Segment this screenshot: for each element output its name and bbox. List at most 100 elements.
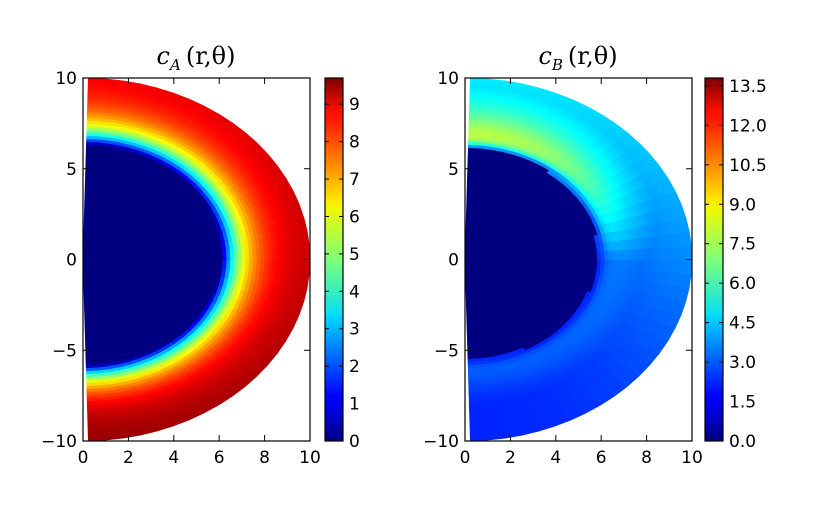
heatmap-cell	[146, 259, 152, 265]
y-tick-label: −10	[423, 432, 459, 452]
heatmap-cell	[180, 259, 186, 267]
x-tick-label: 10	[299, 448, 321, 468]
heatmap-plot-a	[83, 78, 310, 441]
heatmap-cell	[585, 251, 591, 260]
heatmap-cell	[124, 259, 129, 263]
colorbar-tick-label: 9.0	[729, 195, 756, 215]
chart-title-a: cA (r,θ)	[157, 42, 236, 74]
heatmap-cell	[139, 259, 144, 264]
heatmap-cell	[555, 259, 560, 266]
heatmap-cell	[83, 238, 87, 242]
heatmap-cell	[83, 225, 88, 230]
heatmap-cell	[502, 259, 507, 263]
heatmap-cell	[536, 259, 541, 265]
heatmap-cell	[120, 259, 125, 263]
heatmap-cell	[87, 78, 107, 83]
heatmap-cell	[465, 222, 470, 227]
heatmap-cell	[558, 253, 564, 260]
heatmap-cell	[192, 259, 197, 267]
colorbar-tick-label: 3.0	[729, 353, 756, 373]
chart-title-b: cB (r,θ)	[538, 42, 617, 74]
heatmap-cell	[547, 253, 553, 260]
heatmap-cell	[173, 259, 178, 266]
heatmap-cell	[169, 259, 175, 266]
colorbar-tick-label: 2	[349, 357, 360, 377]
heatmap-cell	[161, 254, 167, 260]
heatmap-cell	[521, 259, 526, 264]
heatmap-cell	[566, 259, 572, 267]
heatmap-cell	[83, 222, 88, 227]
heatmap-cell	[188, 252, 194, 260]
heatmap-cell	[525, 255, 530, 260]
heatmap-cell	[116, 259, 122, 263]
heatmap-cell	[131, 259, 137, 264]
heatmap-cell	[540, 259, 545, 265]
x-tick-label: 6	[596, 448, 607, 468]
heatmap-cell	[195, 251, 201, 260]
heatmap-cell	[536, 254, 541, 260]
heatmap-cell	[540, 254, 545, 260]
x-tick-label: 4	[168, 448, 179, 468]
heatmap-cell	[135, 255, 141, 260]
x-tick-label: 6	[214, 448, 225, 468]
heatmap-cell	[528, 259, 534, 265]
x-tick-label: 10	[681, 448, 703, 468]
heatmap-cell	[687, 245, 692, 260]
heatmap-cell	[184, 259, 190, 267]
heatmap-cell	[513, 259, 519, 264]
heatmap-cell	[169, 253, 175, 260]
heatmap-cell	[521, 255, 526, 260]
colorbar-tick-label: 12.0	[729, 116, 767, 136]
heatmap-cell	[83, 216, 89, 221]
heatmap-cell	[143, 255, 148, 260]
heatmap-cell	[543, 259, 549, 265]
y-tick-label: −10	[41, 432, 77, 452]
y-tick-label: 0	[66, 251, 77, 271]
heatmap-cell	[192, 252, 197, 260]
heatmap-cell	[517, 255, 523, 260]
heatmap-cell	[143, 259, 148, 264]
heatmap-cell	[176, 253, 182, 260]
y-tick-label: 10	[55, 69, 77, 89]
colorbar-a	[324, 77, 344, 442]
heatmap-cell	[566, 252, 572, 260]
x-tick-label: 0	[460, 448, 471, 468]
heatmap-cell	[532, 254, 538, 260]
x-tick-label: 0	[78, 448, 89, 468]
y-tick-label: 5	[448, 160, 459, 180]
heatmap-cell	[465, 241, 468, 245]
x-tick-label: 2	[505, 448, 516, 468]
colorbar-tick-label: 6.0	[729, 274, 756, 294]
colorbar-tick-label: 10.5	[729, 156, 767, 176]
heatmap-cell	[465, 231, 469, 236]
y-tick-label: 10	[437, 69, 459, 89]
heatmap-cell	[570, 252, 576, 260]
heatmap-cell	[581, 251, 587, 260]
heatmap-cell	[135, 259, 141, 264]
heatmap-cell	[146, 254, 152, 260]
heatmap-cell	[543, 254, 549, 260]
colorbar-b	[704, 77, 724, 442]
heatmap-cell	[173, 253, 178, 260]
heatmap-cell	[199, 251, 205, 260]
y-tick-label: 0	[448, 251, 459, 271]
colorbar-tick-label: 0.0	[729, 432, 756, 452]
heatmap-cell	[83, 234, 87, 239]
x-tick-label: 8	[259, 448, 270, 468]
heatmap-cell	[585, 259, 591, 268]
heatmap-cell	[154, 254, 159, 260]
heatmap-cell	[577, 251, 583, 260]
colorbar-tick-label: 6	[349, 207, 360, 227]
heatmap-cell	[570, 259, 576, 267]
heatmap-cell	[577, 259, 583, 268]
heatmap-cell	[83, 298, 89, 303]
heatmap-cell	[469, 436, 489, 441]
colorbar-ticks-b: 0.01.53.04.56.07.59.010.512.013.5	[705, 77, 767, 452]
y-tick-label: −5	[52, 341, 77, 361]
x-tick-label: 2	[123, 448, 134, 468]
heatmap-cell	[127, 259, 133, 263]
